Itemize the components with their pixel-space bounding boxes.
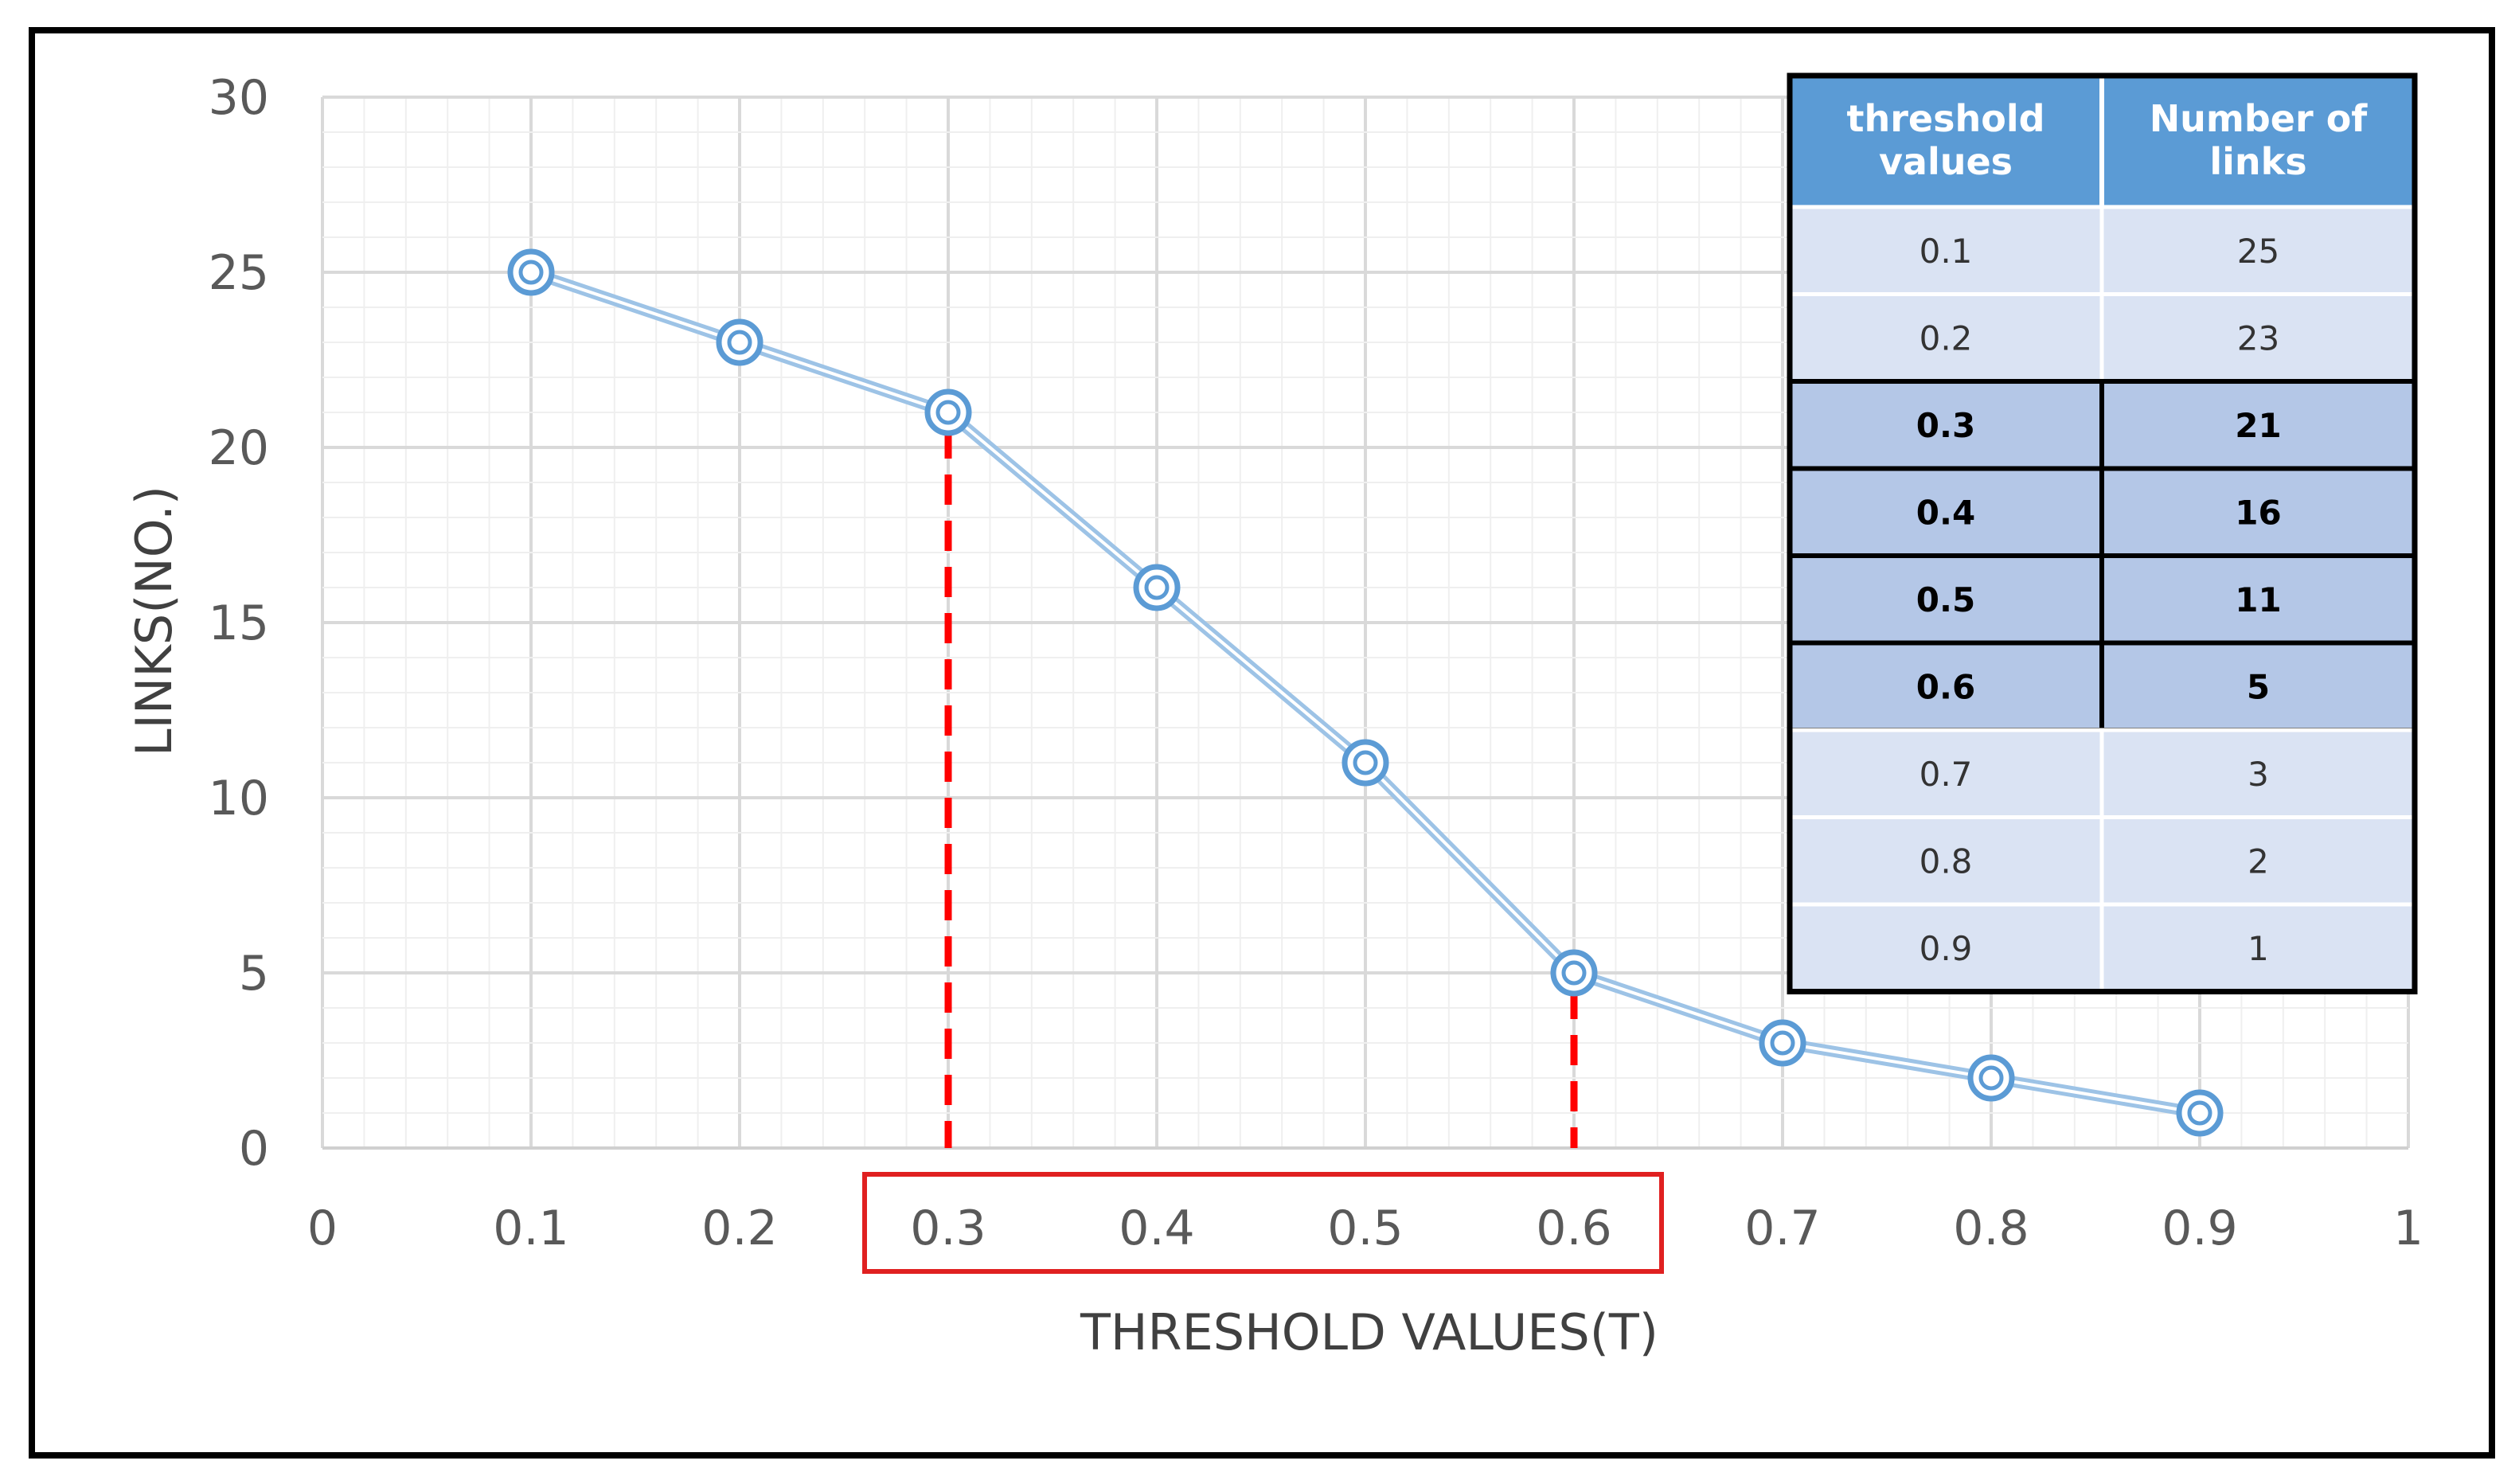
- table-cell-bg: [2099, 379, 2417, 471]
- grid: [321, 96, 2410, 1150]
- table-cell-bg: [1787, 640, 2104, 732]
- table-cell: 25: [2237, 232, 2279, 271]
- y-tick-label: 0: [239, 1121, 269, 1177]
- table-cell: 2: [2248, 842, 2269, 881]
- data-point-inner: [1144, 575, 1170, 600]
- x-tick-label: 0: [307, 1201, 338, 1256]
- y-axis-label: LINKS(NO.): [125, 486, 183, 756]
- y-tick-label: 30: [209, 70, 269, 126]
- table-cell: 0.5: [1916, 580, 1975, 619]
- x-tick-label: 0.1: [493, 1201, 568, 1256]
- table-cell-bg: [2099, 553, 2417, 646]
- table-cell: 0.1: [1920, 232, 1973, 271]
- table-cell: 0.9: [1920, 929, 1973, 968]
- axis-ticks: 0 0.1 0.2 0.3 0.4 0.5 0.6 0.7 0.8 0.9 105101520253…: [209, 70, 2423, 1256]
- table-cell: 5: [2247, 667, 2270, 706]
- x-tick-label: 0.5: [1327, 1201, 1403, 1256]
- dashed-markers: [944, 428, 1578, 1148]
- data-point-inner: [1770, 1030, 1795, 1056]
- table-cell: 0.8: [1920, 842, 1973, 881]
- x-tick-label: 0.9: [2162, 1201, 2237, 1256]
- y-tick-label: 15: [209, 596, 269, 651]
- table-cell: 11: [2235, 580, 2281, 619]
- table-cell-bg: [1787, 205, 2104, 296]
- x-axis-label: THRESHOLD VALUES(T): [1080, 1303, 1658, 1361]
- y-tick-label: 5: [239, 946, 269, 1002]
- x-tick-label: 0.3: [910, 1201, 986, 1256]
- y-tick-label: 20: [209, 420, 269, 476]
- data-point-inner: [727, 330, 752, 355]
- table-cell: 23: [2237, 318, 2279, 357]
- data-point-inner: [518, 260, 544, 285]
- table-cell: 0.3: [1916, 406, 1975, 445]
- table-border: [1787, 72, 2418, 994]
- data-point-inner: [1978, 1065, 2004, 1091]
- data-point-inner: [935, 400, 961, 425]
- x-tick-label: 1: [2393, 1201, 2423, 1256]
- data-point-inner: [1353, 750, 1378, 775]
- table-cell: 0.2: [1920, 318, 1973, 357]
- table-cell: 16: [2235, 493, 2281, 532]
- table-cell: 3: [2248, 755, 2269, 794]
- table-header-cell: threshold values: [1846, 97, 2044, 183]
- table-cell: 1: [2248, 929, 2269, 968]
- table-cell-bg: [1787, 466, 2104, 558]
- x-tick-label: 0.2: [701, 1201, 777, 1256]
- table-header-cell: Number of links: [2150, 97, 2369, 183]
- table-cell: 21: [2235, 406, 2281, 445]
- table-cell: 0.6: [1916, 667, 1975, 706]
- data-point-inner: [1561, 960, 1587, 986]
- series: [507, 248, 2224, 1137]
- data-point-inner: [2187, 1100, 2212, 1126]
- table-cell-bg: [2099, 815, 2417, 907]
- table-cell-bg: [1787, 728, 2104, 819]
- x-tick-label: 0.7: [1744, 1201, 1820, 1256]
- table-cell-bg: [2099, 205, 2417, 296]
- table-cell-bg: [2099, 728, 2417, 819]
- y-tick-label: 25: [209, 245, 269, 301]
- y-tick-label: 10: [209, 771, 269, 826]
- table-cell-bg: [1787, 815, 2104, 907]
- x-tick-label: 0.6: [1536, 1201, 1611, 1256]
- x-tick-label: 0.8: [1953, 1201, 2029, 1256]
- highlight-box: [862, 1172, 1664, 1274]
- x-tick-label: 0.4: [1119, 1201, 1194, 1256]
- table-cell: 0.7: [1920, 755, 1973, 794]
- table-cell: 0.4: [1916, 493, 1975, 532]
